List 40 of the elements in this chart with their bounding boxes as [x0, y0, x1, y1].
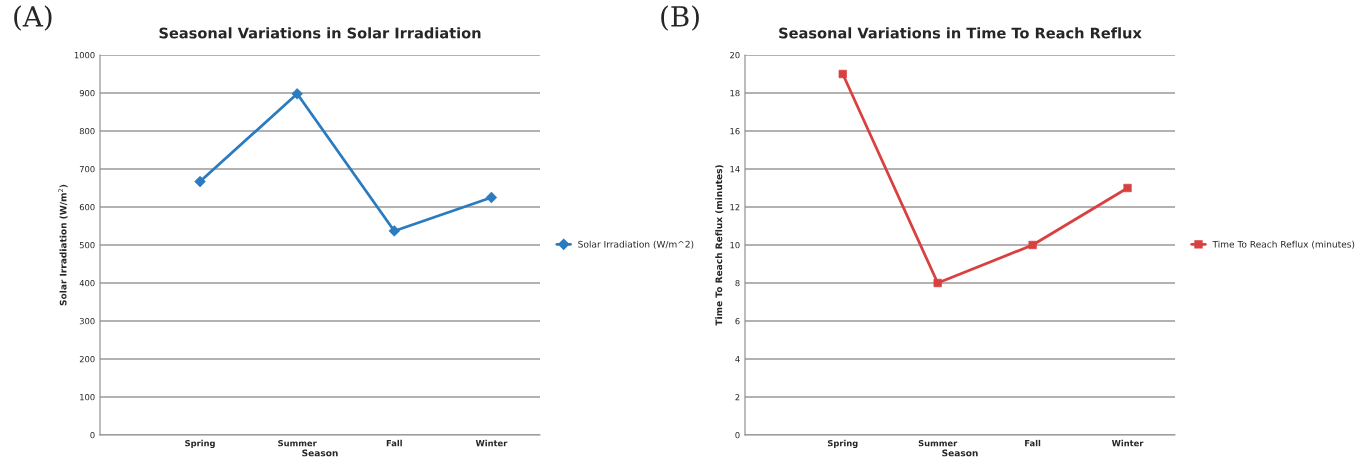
y-tick-label: 0 [90, 431, 95, 439]
y-tick-label: 100 [80, 393, 95, 401]
y-tick-label: 18 [730, 89, 740, 97]
x-tick-label: Fall [1025, 439, 1041, 447]
legend-label: Solar Irradiation (W/m^2) [578, 240, 694, 249]
y-axis-title: Solar Irradiation (W/m$^{2}$) [58, 184, 68, 306]
y-tick-label: 600 [79, 203, 95, 211]
y-tick-label: 800 [79, 127, 95, 135]
y-tick-label: 700 [79, 165, 95, 173]
y-tick-label: 500 [79, 241, 95, 249]
x-tick-label: Summer [278, 440, 317, 447]
y-axis-title: Time To Reach Reflux (minutes) [715, 165, 724, 326]
x-tick-label: Spring [185, 439, 215, 448]
y-tick-label: 200 [79, 355, 95, 363]
y-tick-label: 0 [735, 431, 740, 439]
text: (A) [14, 5, 52, 31]
x-axis-title: Season [942, 449, 978, 457]
y-tick-label: 16 [730, 127, 740, 135]
y-tick-label: 400 [79, 279, 95, 287]
x-axis-title: Season [302, 449, 338, 457]
y-tick-label: 900 [79, 89, 95, 97]
y-tick-label: 8 [735, 279, 740, 287]
legend-label: Time To Reach Reflux (minutes) [1212, 240, 1355, 249]
x-tick-label: Winter [475, 439, 508, 447]
y-tick-label: 20 [730, 51, 740, 59]
y-tick-label: 300 [79, 317, 95, 325]
y-tick-label: 4 [735, 356, 740, 363]
y-tick-label: 2 [735, 393, 740, 401]
chart-title: Seasonal Variations in Solar Irradiation [159, 27, 481, 39]
y-tick-label: 6 [735, 317, 740, 325]
x-tick-label: Spring [827, 439, 858, 448]
text: (B) [661, 5, 699, 31]
x-tick-label: Fall [386, 439, 402, 447]
x-tick-label: Winter [1111, 439, 1144, 447]
y-tick-label: 12 [730, 203, 740, 211]
y-tick-label: 1000 [74, 51, 95, 59]
y-tick-label: 10 [730, 241, 740, 249]
x-tick-label: Summer [918, 440, 958, 447]
chart-title: Seasonal Variations in Time To Reach Reflux [779, 27, 1142, 39]
y-tick-label: 14 [730, 166, 740, 173]
